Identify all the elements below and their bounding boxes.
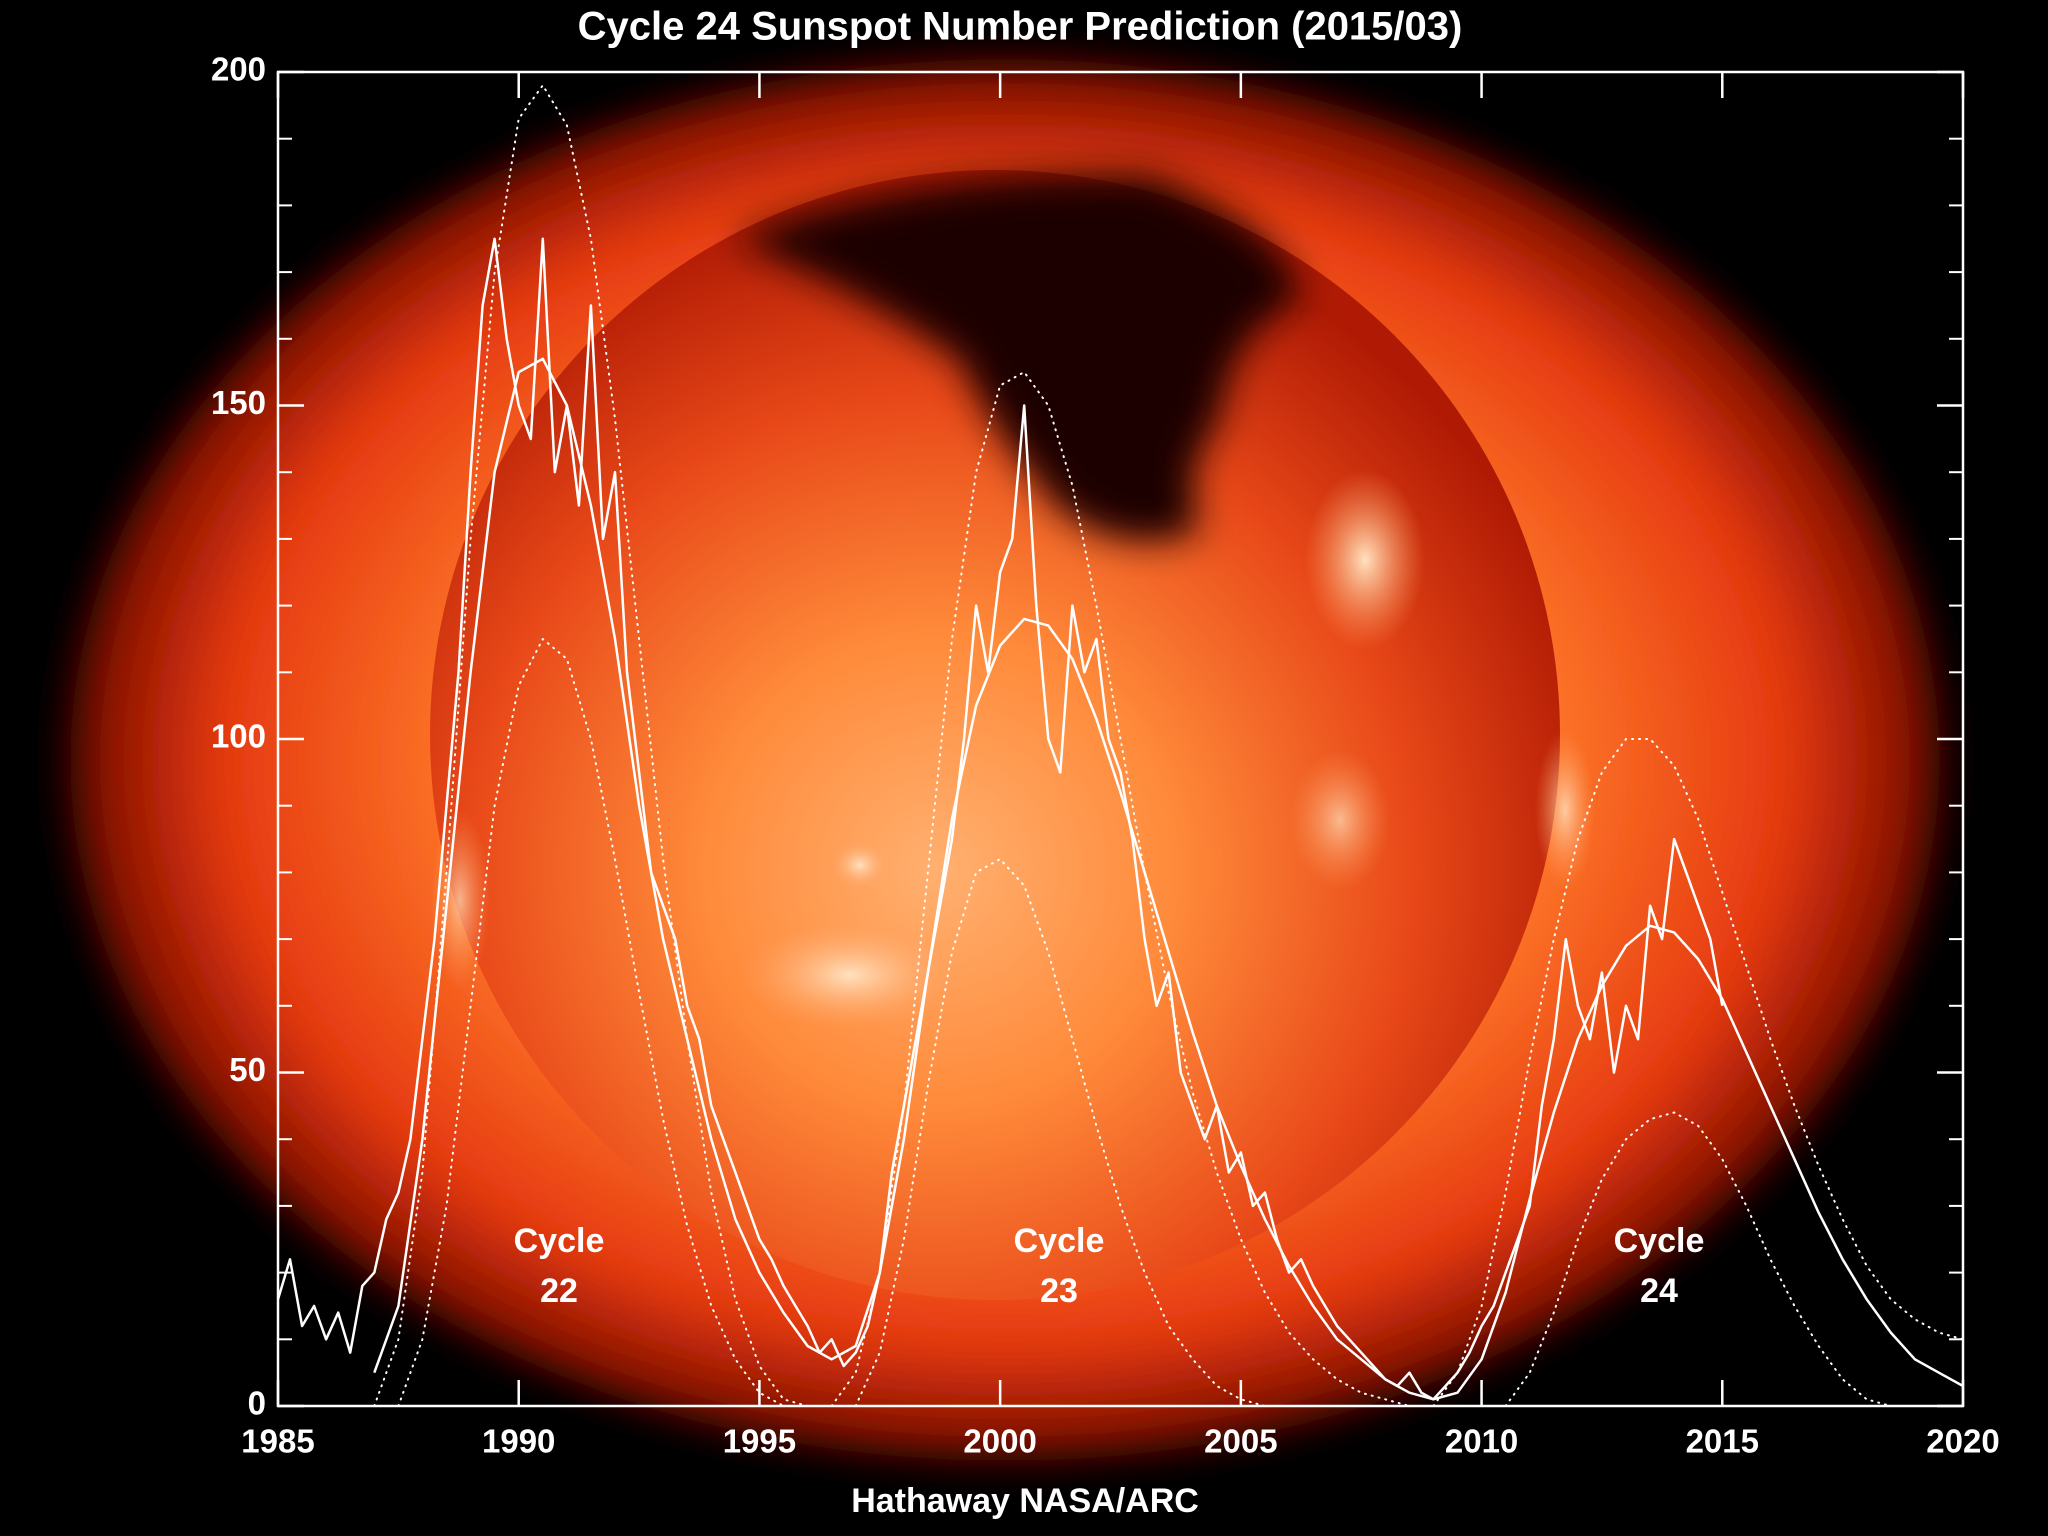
x-tick-label: 1995 xyxy=(723,1423,796,1460)
x-tick-label: 1985 xyxy=(241,1423,314,1460)
x-tick-label: 2000 xyxy=(963,1423,1036,1460)
bound-line xyxy=(1504,1111,1892,1407)
cycle-label: 22 xyxy=(540,1272,578,1310)
x-tick-label: 2020 xyxy=(1926,1423,1999,1460)
y-tick-label: 0 xyxy=(248,1385,266,1422)
x-tick-label: 2010 xyxy=(1445,1423,1518,1460)
bound-line xyxy=(1432,738,1964,1407)
y-tick-label: 50 xyxy=(229,1051,266,1088)
bound-line xyxy=(830,371,1459,1407)
bound-line xyxy=(854,858,1290,1407)
cycle-label: Cycle xyxy=(1614,1222,1705,1260)
data-line xyxy=(373,357,1964,1401)
sun-background xyxy=(55,50,1955,1470)
data-line xyxy=(276,237,1724,1401)
x-tick-label: 2015 xyxy=(1686,1423,1759,1460)
cycle-label: Cycle xyxy=(514,1222,605,1260)
y-tick-label: 200 xyxy=(211,51,266,88)
footer: Hathaway NASA/ARC xyxy=(851,1482,1199,1520)
bound-line xyxy=(373,84,809,1407)
cycle-label: 23 xyxy=(1040,1272,1078,1310)
bound-line xyxy=(397,638,785,1407)
cycle-label: Cycle xyxy=(1014,1222,1105,1260)
cycle-label: 24 xyxy=(1640,1272,1678,1310)
x-tick-label: 1990 xyxy=(482,1423,555,1460)
x-tick-label: 2005 xyxy=(1204,1423,1277,1460)
chart-title: Cycle 24 Sunspot Number Prediction (2015… xyxy=(578,5,1463,49)
y-tick-label: 100 xyxy=(211,718,266,755)
y-tick-label: 150 xyxy=(211,384,266,421)
